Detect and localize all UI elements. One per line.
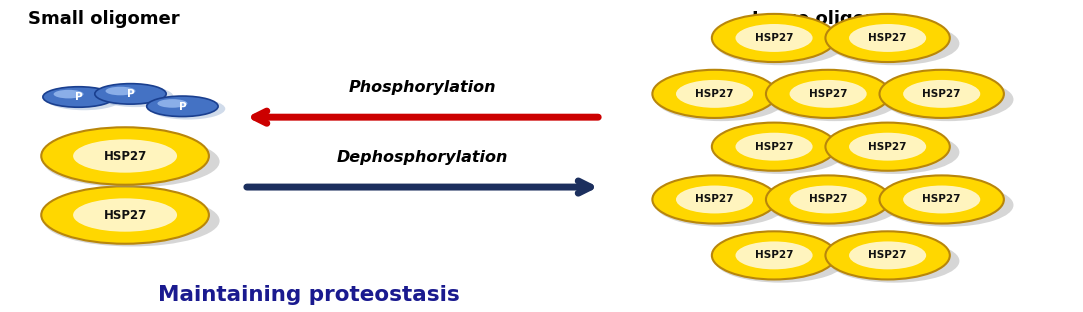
Ellipse shape — [74, 139, 177, 173]
Ellipse shape — [676, 186, 753, 213]
Text: HSP27: HSP27 — [809, 89, 847, 99]
Ellipse shape — [828, 22, 960, 65]
Text: HSP27: HSP27 — [104, 208, 146, 222]
Ellipse shape — [74, 198, 177, 232]
Ellipse shape — [903, 186, 980, 213]
Ellipse shape — [735, 133, 812, 161]
Text: P: P — [75, 92, 82, 103]
Text: Small oligomer: Small oligomer — [28, 10, 180, 28]
Ellipse shape — [41, 127, 209, 185]
Text: HSP27: HSP27 — [755, 142, 793, 152]
Ellipse shape — [715, 131, 846, 174]
Ellipse shape — [790, 80, 866, 108]
Ellipse shape — [825, 231, 950, 280]
Text: Large oligomer: Large oligomer — [752, 10, 904, 28]
Ellipse shape — [43, 195, 220, 246]
Text: HSP27: HSP27 — [923, 194, 961, 204]
Ellipse shape — [712, 231, 836, 280]
Circle shape — [151, 98, 225, 119]
Ellipse shape — [676, 80, 753, 108]
Circle shape — [95, 84, 166, 104]
Circle shape — [43, 87, 115, 107]
Text: P: P — [179, 102, 186, 112]
Ellipse shape — [715, 22, 846, 65]
Ellipse shape — [849, 24, 926, 52]
Ellipse shape — [41, 186, 209, 244]
Ellipse shape — [879, 70, 1004, 118]
Ellipse shape — [735, 241, 812, 269]
Ellipse shape — [790, 186, 866, 213]
Text: HSP27: HSP27 — [869, 33, 906, 43]
Text: HSP27: HSP27 — [695, 194, 734, 204]
Ellipse shape — [712, 14, 836, 62]
Circle shape — [99, 85, 173, 107]
Text: HSP27: HSP27 — [923, 89, 961, 99]
Text: Dephosphorylation: Dephosphorylation — [337, 150, 508, 165]
Circle shape — [105, 87, 135, 95]
Ellipse shape — [769, 183, 900, 227]
Ellipse shape — [849, 241, 926, 269]
Ellipse shape — [828, 239, 960, 283]
Circle shape — [53, 90, 83, 98]
Ellipse shape — [652, 175, 777, 224]
Text: HSP27: HSP27 — [755, 33, 793, 43]
Text: HSP27: HSP27 — [695, 89, 734, 99]
Ellipse shape — [766, 175, 890, 224]
Ellipse shape — [652, 70, 777, 118]
Ellipse shape — [828, 131, 960, 174]
Ellipse shape — [883, 78, 1014, 121]
Ellipse shape — [735, 24, 812, 52]
Ellipse shape — [769, 78, 900, 121]
Ellipse shape — [715, 239, 846, 283]
Text: Maintaining proteostasis: Maintaining proteostasis — [158, 285, 460, 305]
Text: HSP27: HSP27 — [809, 194, 847, 204]
Text: HSP27: HSP27 — [869, 142, 906, 152]
Ellipse shape — [43, 136, 220, 188]
Text: Phosphorylation: Phosphorylation — [349, 80, 496, 95]
Ellipse shape — [655, 78, 786, 121]
Ellipse shape — [825, 14, 950, 62]
Ellipse shape — [849, 133, 926, 161]
Ellipse shape — [903, 80, 980, 108]
Ellipse shape — [825, 123, 950, 171]
Ellipse shape — [883, 183, 1014, 227]
Ellipse shape — [655, 183, 786, 227]
Circle shape — [157, 99, 187, 108]
Text: HSP27: HSP27 — [104, 149, 146, 163]
Ellipse shape — [879, 175, 1004, 224]
Text: P: P — [127, 90, 134, 100]
Ellipse shape — [712, 123, 836, 171]
Text: HSP27: HSP27 — [869, 251, 906, 261]
Ellipse shape — [766, 70, 890, 118]
Text: HSP27: HSP27 — [755, 251, 793, 261]
Circle shape — [146, 96, 218, 117]
Circle shape — [47, 89, 121, 110]
